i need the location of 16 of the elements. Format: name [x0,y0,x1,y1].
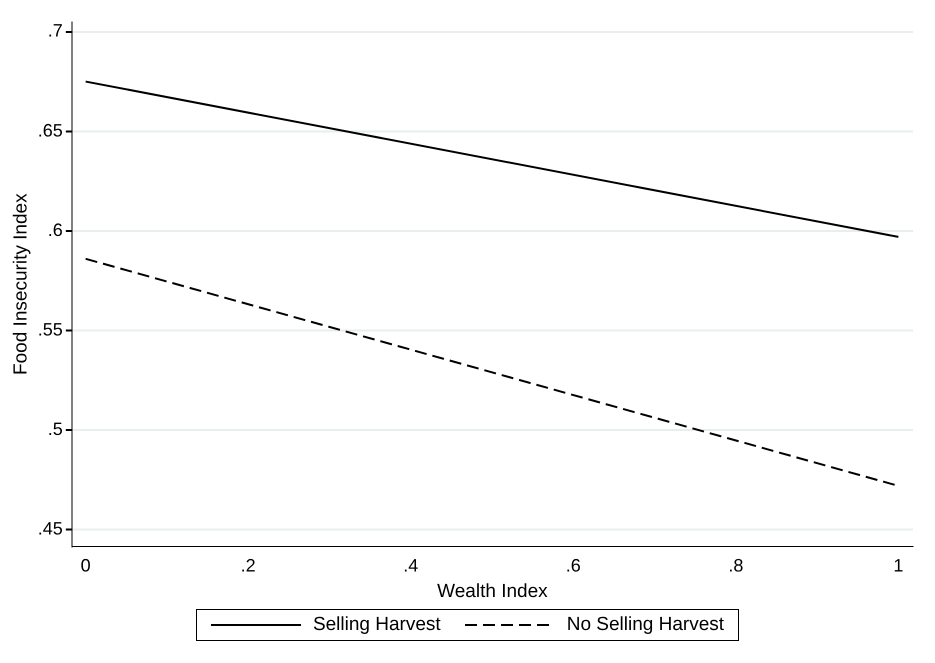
y-tick-label: .6 [48,220,63,240]
y-tick-label: .5 [48,419,63,440]
y-tick-label: .45 [38,518,63,539]
y-axis-title: Food Insecurity Index [10,192,32,376]
x-tick-label: 1 [893,555,904,576]
x-tick-label: .4 [403,555,418,576]
x-tick-label: 0 [80,555,91,576]
x-tick-label: .6 [566,555,581,576]
x-tick-label: .2 [240,555,256,576]
y-tick-label: .7 [48,20,63,41]
x-tick-label: .8 [728,555,744,576]
legend-label: No Selling Harvest [566,614,724,636]
x-axis-title: Wealth Index [437,580,548,602]
y-tick-label: .65 [38,120,63,140]
legend-label: Selling Harvest [312,614,441,636]
y-tick-label: .55 [38,319,63,340]
